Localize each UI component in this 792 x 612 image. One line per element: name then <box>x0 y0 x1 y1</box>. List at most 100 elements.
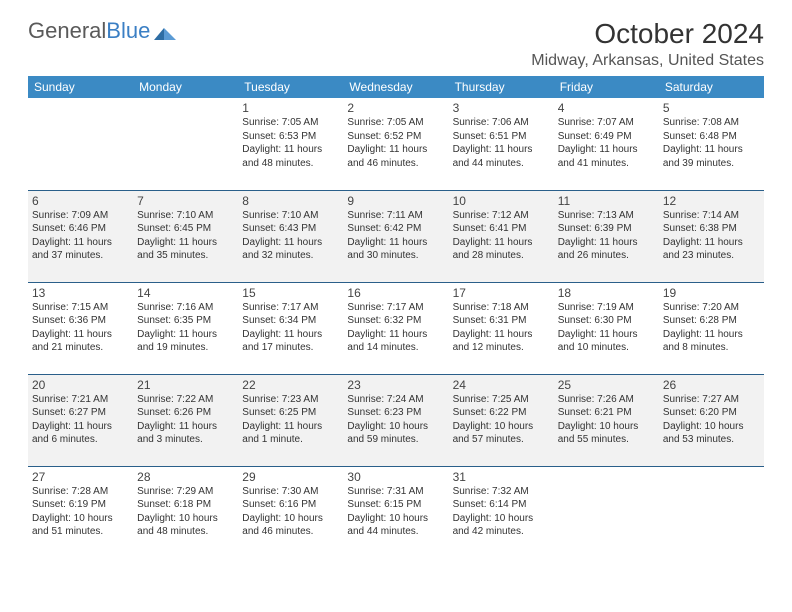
calendar-cell: 15Sunrise: 7:17 AMSunset: 6:34 PMDayligh… <box>238 282 343 374</box>
sunrise-text: Sunrise: 7:28 AM <box>32 485 129 499</box>
header: GeneralBlue October 2024 Midway, Arkansa… <box>28 18 764 70</box>
sunset-text: Sunset: 6:48 PM <box>663 130 760 144</box>
sunset-text: Sunset: 6:21 PM <box>558 406 655 420</box>
daylight-text: Daylight: 11 hours and 6 minutes. <box>32 420 129 447</box>
day-number: 16 <box>347 286 444 300</box>
day-number: 30 <box>347 470 444 484</box>
sunrise-text: Sunrise: 7:32 AM <box>453 485 550 499</box>
sunrise-text: Sunrise: 7:25 AM <box>453 393 550 407</box>
sunrise-text: Sunrise: 7:15 AM <box>32 301 129 315</box>
daylight-text: Daylight: 11 hours and 44 minutes. <box>453 143 550 170</box>
sunset-text: Sunset: 6:45 PM <box>137 222 234 236</box>
day-number: 15 <box>242 286 339 300</box>
calendar-cell <box>28 98 133 190</box>
sunrise-text: Sunrise: 7:13 AM <box>558 209 655 223</box>
sunrise-text: Sunrise: 7:12 AM <box>453 209 550 223</box>
daylight-text: Daylight: 10 hours and 59 minutes. <box>347 420 444 447</box>
sunset-text: Sunset: 6:53 PM <box>242 130 339 144</box>
sunset-text: Sunset: 6:49 PM <box>558 130 655 144</box>
sunset-text: Sunset: 6:18 PM <box>137 498 234 512</box>
sunrise-text: Sunrise: 7:23 AM <box>242 393 339 407</box>
day-header-row: SundayMondayTuesdayWednesdayThursdayFrid… <box>28 76 764 98</box>
daylight-text: Daylight: 10 hours and 42 minutes. <box>453 512 550 539</box>
day-number: 27 <box>32 470 129 484</box>
logo-mark-icon <box>154 22 178 40</box>
sunset-text: Sunset: 6:51 PM <box>453 130 550 144</box>
sunset-text: Sunset: 6:41 PM <box>453 222 550 236</box>
daylight-text: Daylight: 11 hours and 21 minutes. <box>32 328 129 355</box>
calendar-week: 1Sunrise: 7:05 AMSunset: 6:53 PMDaylight… <box>28 98 764 190</box>
daylight-text: Daylight: 11 hours and 8 minutes. <box>663 328 760 355</box>
day-number: 14 <box>137 286 234 300</box>
sunset-text: Sunset: 6:20 PM <box>663 406 760 420</box>
calendar-cell: 30Sunrise: 7:31 AMSunset: 6:15 PMDayligh… <box>343 466 448 558</box>
daylight-text: Daylight: 10 hours and 44 minutes. <box>347 512 444 539</box>
month-title: October 2024 <box>531 18 764 50</box>
day-number: 20 <box>32 378 129 392</box>
sunrise-text: Sunrise: 7:17 AM <box>347 301 444 315</box>
calendar-cell: 4Sunrise: 7:07 AMSunset: 6:49 PMDaylight… <box>554 98 659 190</box>
daylight-text: Daylight: 11 hours and 46 minutes. <box>347 143 444 170</box>
calendar-cell: 23Sunrise: 7:24 AMSunset: 6:23 PMDayligh… <box>343 374 448 466</box>
day-number: 3 <box>453 101 550 115</box>
sunrise-text: Sunrise: 7:08 AM <box>663 116 760 130</box>
sunset-text: Sunset: 6:28 PM <box>663 314 760 328</box>
calendar-cell: 29Sunrise: 7:30 AMSunset: 6:16 PMDayligh… <box>238 466 343 558</box>
calendar-cell: 26Sunrise: 7:27 AMSunset: 6:20 PMDayligh… <box>659 374 764 466</box>
calendar-cell: 28Sunrise: 7:29 AMSunset: 6:18 PMDayligh… <box>133 466 238 558</box>
day-number: 4 <box>558 101 655 115</box>
calendar-cell: 19Sunrise: 7:20 AMSunset: 6:28 PMDayligh… <box>659 282 764 374</box>
calendar-cell: 12Sunrise: 7:14 AMSunset: 6:38 PMDayligh… <box>659 190 764 282</box>
sunset-text: Sunset: 6:30 PM <box>558 314 655 328</box>
daylight-text: Daylight: 11 hours and 10 minutes. <box>558 328 655 355</box>
sunset-text: Sunset: 6:43 PM <box>242 222 339 236</box>
day-number: 31 <box>453 470 550 484</box>
sunrise-text: Sunrise: 7:05 AM <box>347 116 444 130</box>
calendar-cell: 31Sunrise: 7:32 AMSunset: 6:14 PMDayligh… <box>449 466 554 558</box>
sunrise-text: Sunrise: 7:24 AM <box>347 393 444 407</box>
sunrise-text: Sunrise: 7:18 AM <box>453 301 550 315</box>
sunset-text: Sunset: 6:31 PM <box>453 314 550 328</box>
daylight-text: Daylight: 11 hours and 26 minutes. <box>558 236 655 263</box>
sunset-text: Sunset: 6:52 PM <box>347 130 444 144</box>
day-number: 17 <box>453 286 550 300</box>
calendar-week: 20Sunrise: 7:21 AMSunset: 6:27 PMDayligh… <box>28 374 764 466</box>
title-block: October 2024 Midway, Arkansas, United St… <box>531 18 764 70</box>
calendar-week: 27Sunrise: 7:28 AMSunset: 6:19 PMDayligh… <box>28 466 764 558</box>
day-number: 11 <box>558 194 655 208</box>
day-number: 24 <box>453 378 550 392</box>
sunset-text: Sunset: 6:27 PM <box>32 406 129 420</box>
sunrise-text: Sunrise: 7:07 AM <box>558 116 655 130</box>
sunrise-text: Sunrise: 7:21 AM <box>32 393 129 407</box>
logo: GeneralBlue <box>28 18 178 44</box>
day-number: 21 <box>137 378 234 392</box>
sunset-text: Sunset: 6:22 PM <box>453 406 550 420</box>
sunrise-text: Sunrise: 7:11 AM <box>347 209 444 223</box>
day-number: 26 <box>663 378 760 392</box>
logo-word2: Blue <box>106 18 150 44</box>
location: Midway, Arkansas, United States <box>531 52 764 70</box>
sunset-text: Sunset: 6:39 PM <box>558 222 655 236</box>
sunrise-text: Sunrise: 7:22 AM <box>137 393 234 407</box>
sunrise-text: Sunrise: 7:31 AM <box>347 485 444 499</box>
day-number: 6 <box>32 194 129 208</box>
daylight-text: Daylight: 10 hours and 57 minutes. <box>453 420 550 447</box>
sunset-text: Sunset: 6:32 PM <box>347 314 444 328</box>
sunset-text: Sunset: 6:15 PM <box>347 498 444 512</box>
sunset-text: Sunset: 6:35 PM <box>137 314 234 328</box>
sunrise-text: Sunrise: 7:06 AM <box>453 116 550 130</box>
day-header: Monday <box>133 76 238 98</box>
sunset-text: Sunset: 6:16 PM <box>242 498 339 512</box>
calendar-cell: 21Sunrise: 7:22 AMSunset: 6:26 PMDayligh… <box>133 374 238 466</box>
day-number: 7 <box>137 194 234 208</box>
daylight-text: Daylight: 11 hours and 19 minutes. <box>137 328 234 355</box>
daylight-text: Daylight: 11 hours and 17 minutes. <box>242 328 339 355</box>
sunset-text: Sunset: 6:36 PM <box>32 314 129 328</box>
day-number: 23 <box>347 378 444 392</box>
daylight-text: Daylight: 11 hours and 3 minutes. <box>137 420 234 447</box>
sunrise-text: Sunrise: 7:14 AM <box>663 209 760 223</box>
daylight-text: Daylight: 11 hours and 1 minute. <box>242 420 339 447</box>
calendar-cell: 25Sunrise: 7:26 AMSunset: 6:21 PMDayligh… <box>554 374 659 466</box>
calendar-table: SundayMondayTuesdayWednesdayThursdayFrid… <box>28 76 764 558</box>
day-number: 28 <box>137 470 234 484</box>
